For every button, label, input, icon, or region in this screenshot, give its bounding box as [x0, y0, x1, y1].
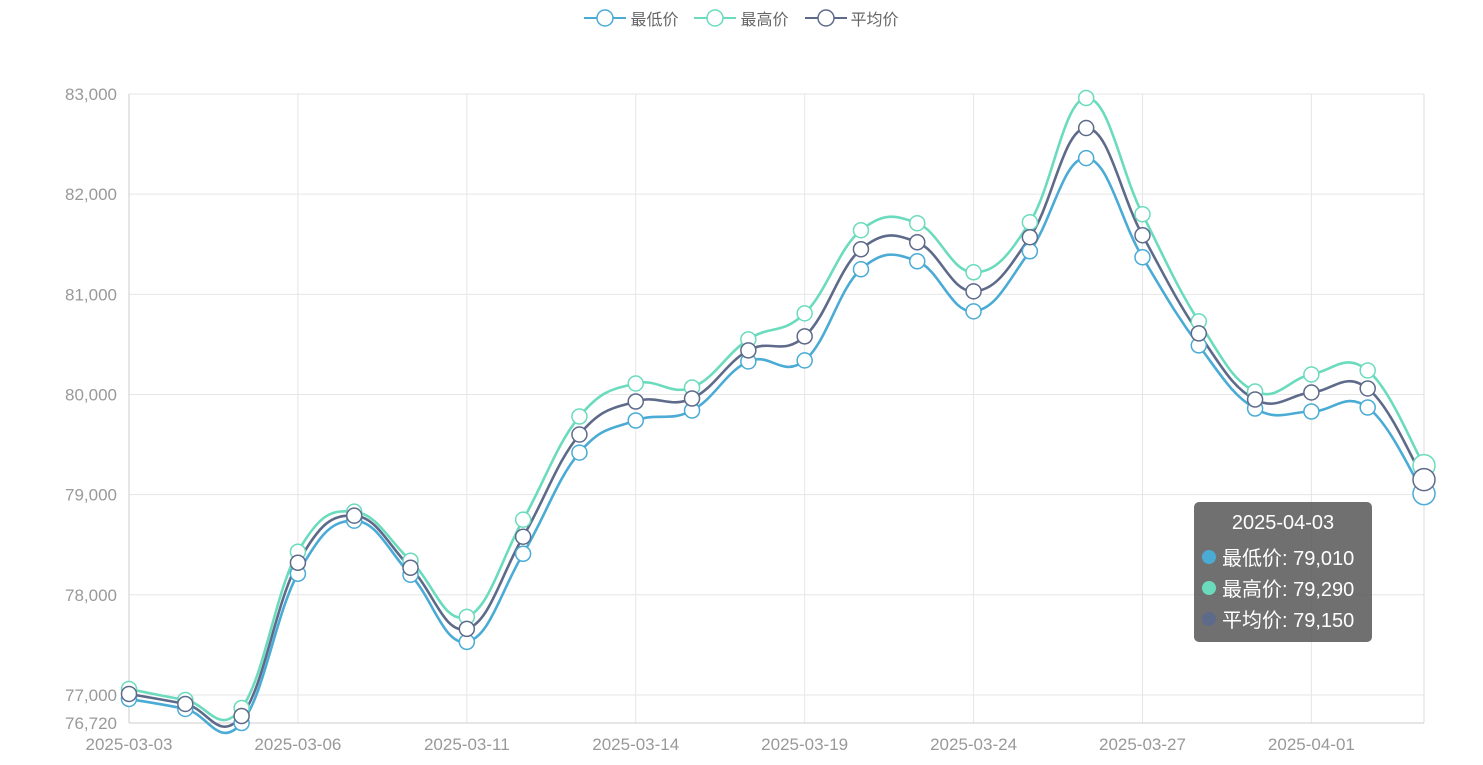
legend-label-high: 最高价	[740, 12, 789, 29]
tooltip-title: 2025-04-03	[1231, 512, 1335, 534]
legend-label-low: 最低价	[630, 12, 679, 29]
legend-label-avg: 平均价	[850, 12, 899, 29]
series-2-point	[402, 559, 419, 577]
series-1-point	[1359, 362, 1376, 379]
series-1-point	[965, 264, 982, 281]
series-2-point	[1303, 384, 1320, 401]
series-0-point	[1303, 403, 1320, 420]
series-1-point	[796, 305, 813, 322]
x-tick-label: 2025-03-27	[1099, 735, 1186, 754]
series-2-point	[965, 283, 982, 300]
tooltip-dot-high-icon	[1202, 580, 1216, 595]
series-2-point	[458, 620, 476, 638]
series-1-point	[1134, 205, 1151, 223]
series-0-point	[1134, 249, 1151, 266]
series-0-point	[1359, 399, 1376, 416]
series-1-point	[1303, 366, 1320, 383]
series-0-point	[1021, 243, 1039, 260]
y-tick-label: 76,720	[65, 714, 117, 733]
series-line-0	[128, 156, 1426, 735]
series-2-point	[909, 233, 926, 251]
legend-item-avg[interactable]: 平均价	[804, 6, 899, 30]
tooltip-value-high: 最高价: 79,290	[1222, 579, 1355, 601]
series-0-point	[1077, 149, 1095, 167]
chart-legend: 最低价 最高价 平均价	[0, 6, 1483, 30]
y-tick-label: 83,000	[65, 85, 117, 104]
y-tick-label: 81,000	[65, 285, 117, 304]
x-tick-label: 2025-03-06	[254, 735, 341, 754]
series-2-point	[1134, 226, 1151, 244]
x-tick-label: 2025-03-11	[424, 735, 510, 754]
series-2-point	[120, 685, 138, 703]
series-1-point	[1077, 89, 1095, 107]
series-2-point	[852, 240, 870, 258]
series-2-point	[627, 393, 644, 410]
tooltip-dot-low-icon	[1202, 549, 1216, 564]
x-tick-label: 2025-03-24	[930, 735, 1017, 754]
series-2-point	[514, 528, 532, 545]
series-0-point	[852, 261, 870, 278]
series-2-point	[683, 390, 701, 407]
series-2-point	[571, 426, 588, 443]
x-tick-label: 2025-03-19	[761, 735, 848, 754]
y-tick-label: 79,000	[65, 486, 117, 505]
y-tick-label: 78,000	[65, 586, 117, 605]
y-tick-label: 80,000	[65, 385, 117, 404]
series-0-point	[965, 303, 982, 320]
series-2-point	[796, 328, 813, 345]
y-tick-label: 82,000	[65, 185, 117, 204]
series-1-point	[627, 375, 644, 392]
legend-swatch-avg-icon	[804, 9, 847, 27]
tooltip-dot-avg-icon	[1202, 611, 1216, 626]
series-0-point	[796, 352, 813, 369]
series-2-point	[1077, 119, 1095, 137]
series-2-point	[1246, 391, 1264, 408]
series-2-point	[1359, 380, 1376, 397]
tooltip-row-avg: 平均价: 79,150	[1202, 603, 1364, 634]
tooltip-value-low: 最低价: 79,010	[1222, 548, 1355, 570]
x-tick-label: 2025-04-01	[1268, 735, 1355, 754]
tooltip-row-low: 最低价: 79,010	[1202, 541, 1364, 572]
series-0-point	[909, 253, 926, 270]
series-2-point	[177, 695, 194, 713]
series-0-point	[514, 545, 532, 562]
series-1-point	[1021, 213, 1039, 231]
series-2-point	[1021, 228, 1039, 246]
legend-swatch-low-icon	[584, 9, 627, 27]
series-2-point	[740, 342, 757, 359]
series-1-point	[852, 221, 870, 239]
series-2-point	[233, 707, 250, 725]
series-0-point	[627, 412, 644, 429]
x-tick-label: 2025-03-03	[86, 735, 173, 754]
series-1-point	[571, 408, 588, 425]
series-2-point	[1412, 467, 1436, 492]
tooltip-row-high: 最高价: 79,290	[1202, 572, 1364, 603]
series-1-point	[514, 511, 532, 528]
tooltip-value-avg: 平均价: 79,150	[1222, 610, 1355, 632]
series-0-point	[571, 444, 588, 461]
series-1-point	[909, 214, 926, 232]
x-tick-label: 2025-03-14	[592, 735, 679, 754]
chart-tooltip: 2025-04-03 最低价: 79,010 最高价: 79,290 平均价: …	[1194, 502, 1372, 642]
legend-swatch-high-icon	[694, 9, 737, 27]
legend-item-high[interactable]: 最高价	[694, 6, 789, 30]
legend-item-low[interactable]: 最低价	[584, 6, 678, 30]
series-2-point	[345, 507, 363, 524]
series-2-point	[1190, 325, 1208, 342]
y-tick-label: 77,000	[65, 686, 117, 705]
series-2-point	[289, 554, 307, 571]
